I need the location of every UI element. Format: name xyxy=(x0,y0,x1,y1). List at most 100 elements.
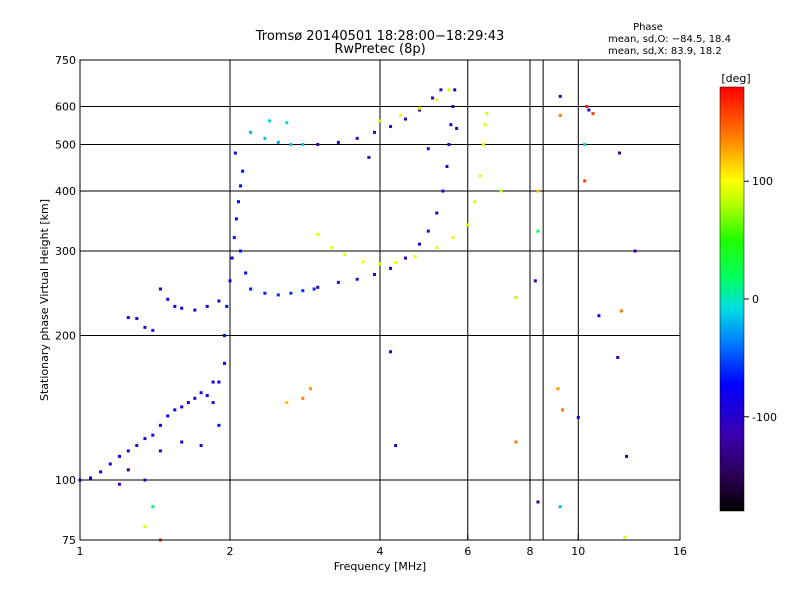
echo-point xyxy=(451,105,455,109)
echo-point xyxy=(367,155,371,159)
echo-point xyxy=(151,328,155,332)
echo-point xyxy=(249,287,253,291)
echo-point xyxy=(199,444,203,448)
echo-point xyxy=(623,535,627,539)
echo-points xyxy=(78,88,637,542)
echo-point xyxy=(453,88,457,92)
x-tick-label: 16 xyxy=(673,545,687,558)
echo-point xyxy=(536,189,540,193)
echo-point xyxy=(576,415,580,419)
echo-point xyxy=(99,470,103,474)
x-axis-ticks: 1 2 4 6 8 10 16 xyxy=(77,534,687,558)
echo-point xyxy=(135,444,139,448)
trace-7 xyxy=(378,88,451,123)
echo-point xyxy=(435,211,439,215)
echo-point xyxy=(451,236,455,240)
echo-point xyxy=(536,229,540,233)
echo-point xyxy=(173,408,177,412)
y-axis-label: Stationary phase Virtual Height [km] xyxy=(38,199,51,401)
echo-point xyxy=(455,126,459,130)
echo-point xyxy=(389,350,393,354)
echo-point xyxy=(89,476,93,480)
echo-point xyxy=(447,143,451,147)
echo-point xyxy=(616,355,620,359)
echo-point xyxy=(561,408,565,412)
echo-point xyxy=(301,289,305,293)
echo-point xyxy=(126,449,130,453)
echo-point xyxy=(249,130,253,134)
echo-point xyxy=(481,143,485,147)
echo-point xyxy=(591,112,595,116)
echo-point xyxy=(330,246,334,250)
echo-point xyxy=(435,246,439,250)
echo-point xyxy=(373,130,377,134)
trace-6 xyxy=(316,88,443,147)
echo-point xyxy=(143,525,147,529)
echo-point xyxy=(193,308,197,312)
echo-point xyxy=(556,387,560,391)
echo-point xyxy=(373,273,377,277)
echo-point xyxy=(285,121,289,125)
echo-point xyxy=(158,449,162,453)
trace-9 xyxy=(117,94,637,542)
echo-point xyxy=(244,271,248,275)
y-axis-ticks: 75 100 200 300 400 500 600 750 xyxy=(55,54,86,547)
y-tick-label: 100 xyxy=(55,474,76,487)
echo-point xyxy=(228,279,232,283)
echo-point xyxy=(173,304,177,308)
echo-point xyxy=(439,88,443,92)
echo-point xyxy=(558,113,562,117)
echo-point xyxy=(276,140,280,144)
echo-point xyxy=(180,306,184,310)
echo-point xyxy=(558,94,562,98)
echo-point xyxy=(241,169,245,173)
x-tick-label: 1 xyxy=(77,545,84,558)
echo-point xyxy=(431,96,435,100)
echo-point xyxy=(435,98,439,102)
echo-point xyxy=(151,505,155,509)
echo-point xyxy=(263,291,267,295)
echo-point xyxy=(447,88,451,92)
echo-point xyxy=(316,143,320,147)
echo-point xyxy=(126,468,130,472)
phase-stats-heading: Phase xyxy=(633,22,663,33)
echo-point xyxy=(232,236,236,240)
echo-point xyxy=(403,117,407,121)
echo-point xyxy=(225,304,229,308)
y-tick-label: 500 xyxy=(55,139,76,152)
echo-point xyxy=(417,108,421,112)
echo-point xyxy=(180,405,184,409)
trace-4 xyxy=(316,88,457,289)
y-tick-label: 200 xyxy=(55,330,76,343)
echo-point xyxy=(234,217,238,221)
echo-point xyxy=(186,401,190,405)
trace-1 xyxy=(126,287,221,332)
echo-point xyxy=(466,223,470,227)
echo-point xyxy=(583,143,587,147)
echo-point xyxy=(217,299,221,303)
echo-point xyxy=(158,287,162,291)
echo-point xyxy=(336,280,340,284)
echo-point xyxy=(117,482,121,486)
echo-point xyxy=(478,174,482,178)
echo-point xyxy=(143,437,147,441)
echo-point xyxy=(301,143,305,147)
echo-point xyxy=(499,189,503,193)
x-tick-label: 6 xyxy=(464,545,471,558)
grid-lines xyxy=(80,60,680,540)
echo-point xyxy=(239,184,243,188)
echo-point xyxy=(143,478,147,482)
echo-point xyxy=(143,325,147,329)
echo-point xyxy=(399,113,403,117)
echo-point xyxy=(633,249,637,253)
echo-point xyxy=(233,151,237,155)
chart-title: Tromsø 20140501 18:28:00−18:29:43 xyxy=(255,29,505,44)
colorbar xyxy=(719,86,745,512)
echo-point xyxy=(619,309,623,313)
echo-point xyxy=(378,119,382,123)
echo-point xyxy=(618,151,622,155)
echo-point xyxy=(343,253,347,257)
echo-point xyxy=(236,200,240,204)
y-tick-label: 750 xyxy=(55,54,76,67)
